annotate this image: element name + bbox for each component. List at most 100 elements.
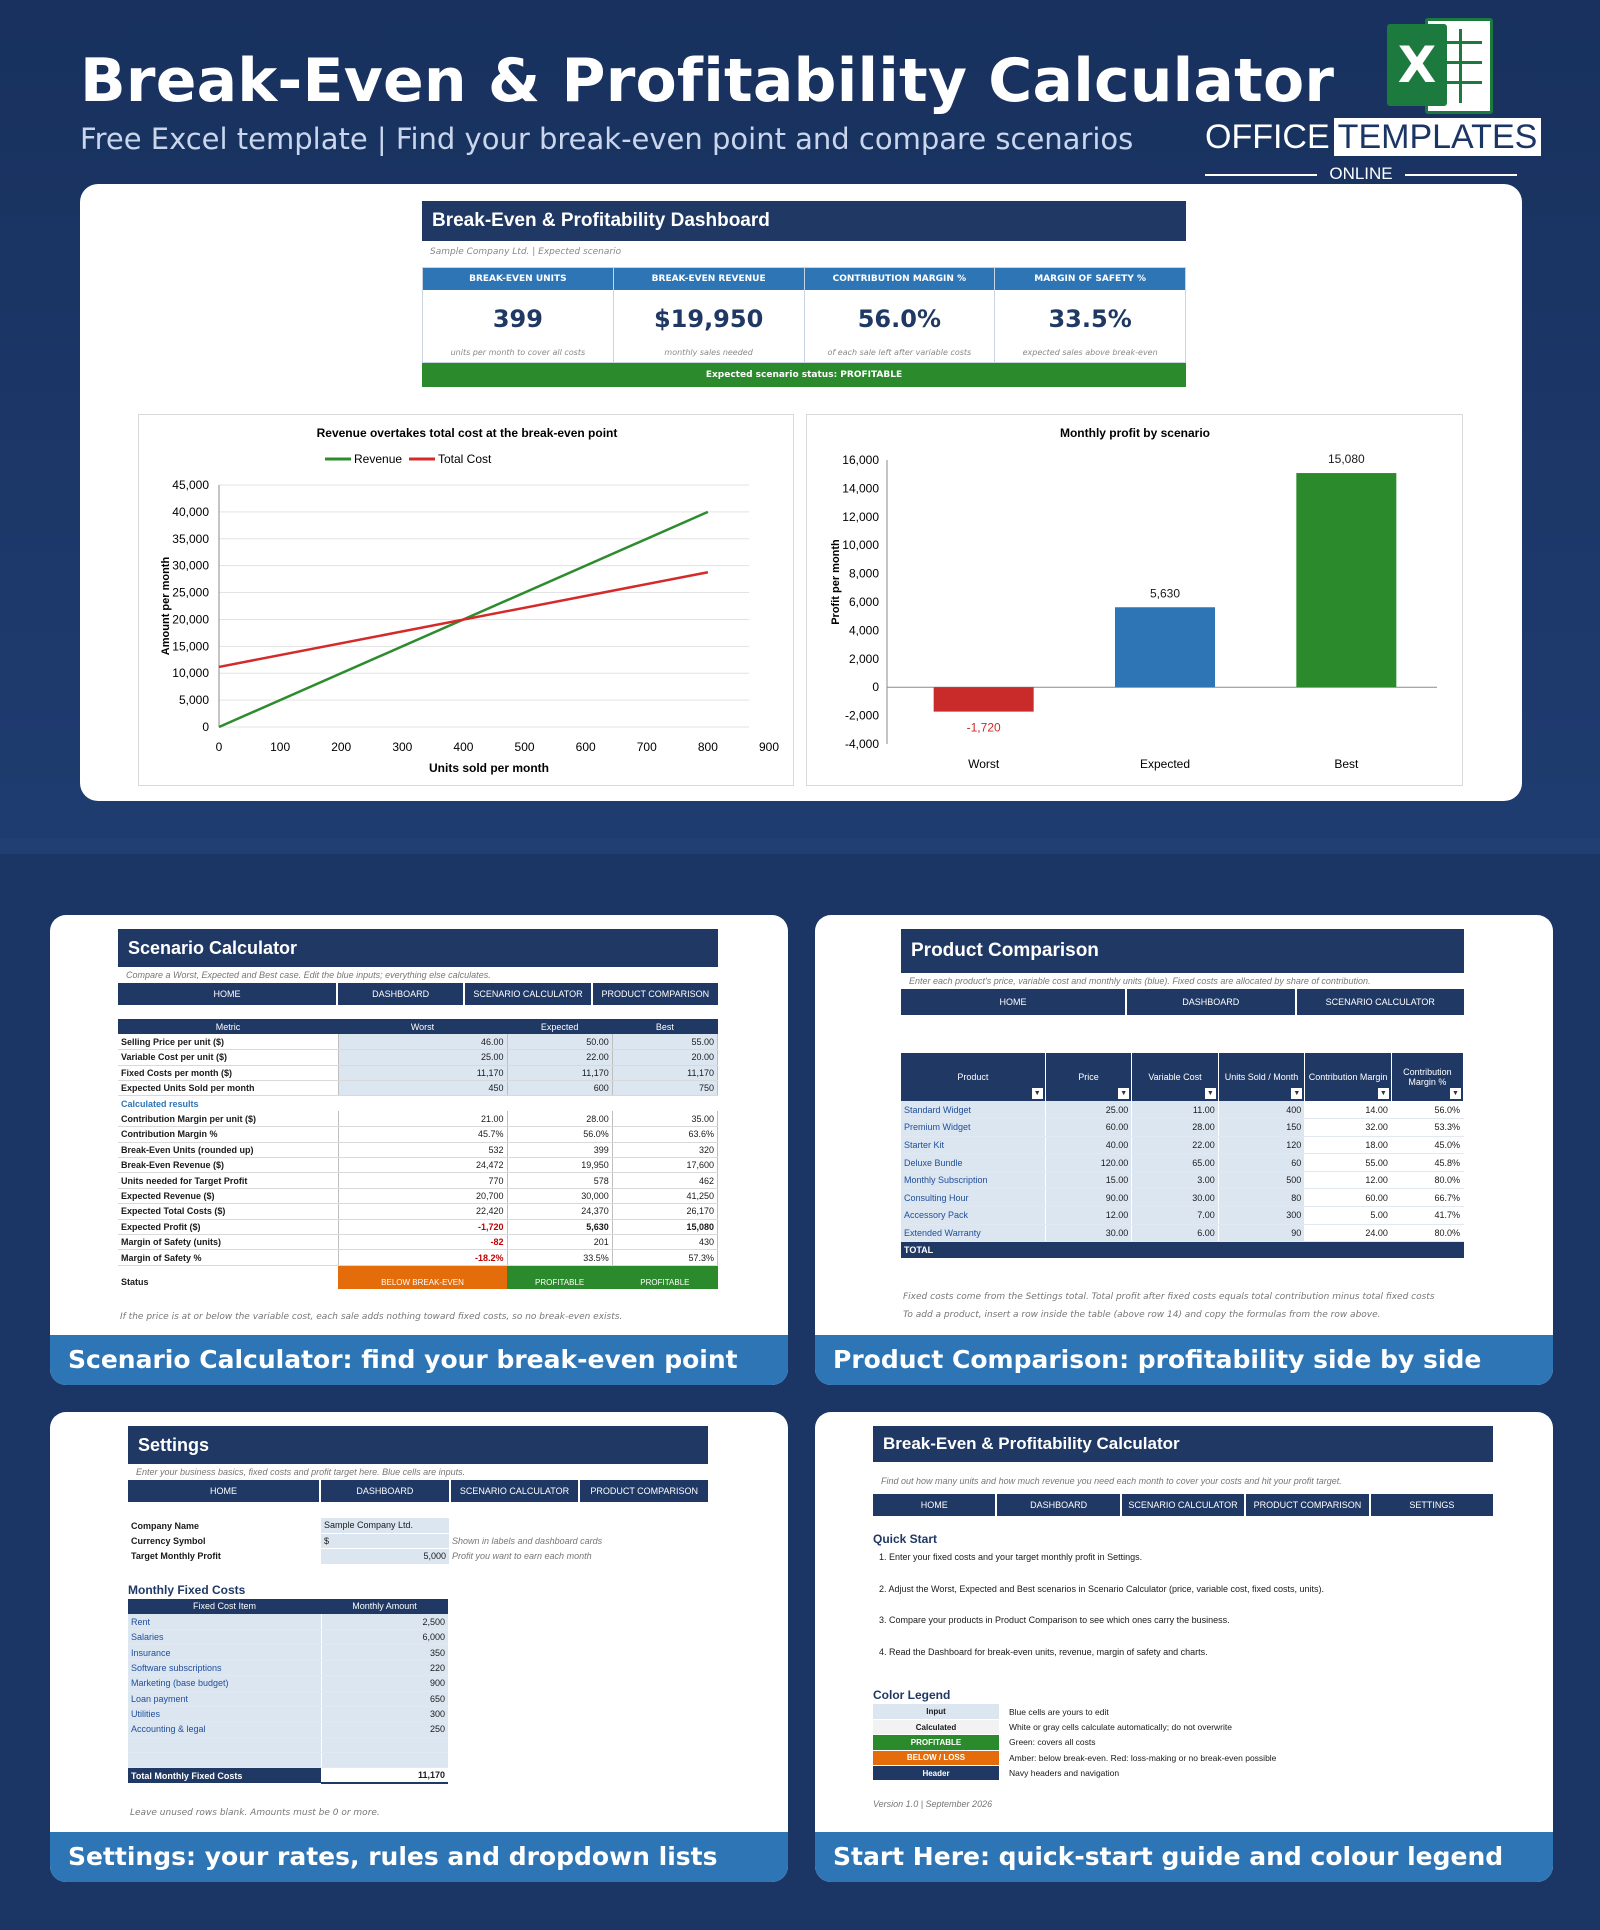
nav-home[interactable]: HOME: [128, 1480, 321, 1502]
table-row: Insurance 350: [128, 1644, 448, 1661]
table-row: Software subscriptions 220: [128, 1660, 448, 1677]
input-cell[interactable]: 60: [1218, 1153, 1306, 1172]
input-cell[interactable]: 22.00: [507, 1049, 613, 1066]
input-cell[interactable]: 20.00: [612, 1049, 719, 1066]
table-row[interactable]: [128, 1737, 448, 1754]
input-cell[interactable]: 11,170: [507, 1065, 613, 1082]
nav-scenario-calculator[interactable]: SCENARIO CALCULATOR: [1121, 1494, 1247, 1516]
nav-dashboard[interactable]: DASHBOARD: [338, 983, 466, 1005]
input-cell[interactable]: $: [321, 1533, 449, 1550]
filter-dropdown-icon[interactable]: ▼: [1204, 1088, 1216, 1099]
input-cell[interactable]: Marketing (base budget): [128, 1675, 322, 1692]
input-cell[interactable]: Salaries: [128, 1629, 322, 1646]
table-row: Monthly Subscription 15.00 3.00 500 12.00 80.…: [901, 1171, 1465, 1190]
input-cell[interactable]: Software subscriptions: [128, 1660, 322, 1677]
input-cell[interactable]: 400: [1218, 1101, 1306, 1120]
input-cell[interactable]: 300: [321, 1706, 448, 1723]
input-cell[interactable]: 22.00: [1131, 1136, 1219, 1155]
x-tick-label: 300: [392, 740, 412, 754]
x-category-label: Expected: [1140, 757, 1190, 771]
sheet-nav: HOME DASHBOARD SCENARIO CALCULATOR PRODU…: [118, 983, 718, 1005]
input-cell[interactable]: 80: [1218, 1188, 1306, 1208]
input-cell[interactable]: 65.00: [1131, 1153, 1219, 1172]
nav-scenario-calculator[interactable]: SCENARIO CALCULATOR: [465, 983, 593, 1005]
table-row: Contribution Margin % 45.7% 56.0% 63.6%: [118, 1126, 719, 1143]
input-cell[interactable]: 120.00: [1045, 1153, 1133, 1172]
input-cell[interactable]: 350: [321, 1644, 448, 1661]
input-cell[interactable]: 500: [1218, 1171, 1306, 1190]
nav-home[interactable]: HOME: [873, 1494, 998, 1516]
input-cell[interactable]: 50.00: [507, 1034, 613, 1051]
nav-dashboard[interactable]: DASHBOARD: [997, 1494, 1122, 1516]
input-cell[interactable]: 25.00: [338, 1049, 508, 1066]
input-cell[interactable]: 30.00: [1045, 1224, 1133, 1243]
input-cell[interactable]: 11,170: [338, 1065, 508, 1082]
input-cell[interactable]: 30.00: [1131, 1188, 1219, 1208]
kpi-card: BREAK-EVEN REVENUE $19,950 monthly sales n…: [613, 268, 805, 362]
nav-product-comparison[interactable]: PRODUCT COMPARISON: [1246, 1494, 1371, 1516]
nav-scenario-calculator[interactable]: SCENARIO CALCULATOR: [450, 1480, 581, 1502]
filter-dropdown-icon[interactable]: ▼: [1118, 1088, 1130, 1099]
y-tick-label: 40,000: [172, 505, 209, 519]
input-cell[interactable]: 90.00: [1045, 1188, 1133, 1208]
input-cell[interactable]: Accounting & legal: [128, 1721, 322, 1738]
input-cell[interactable]: 5,000: [321, 1548, 449, 1565]
nav-dashboard[interactable]: DASHBOARD: [321, 1480, 451, 1502]
input-cell[interactable]: 25.00: [1045, 1101, 1133, 1120]
input-cell[interactable]: 6,000: [321, 1629, 448, 1646]
input-cell[interactable]: 11,170: [612, 1065, 719, 1082]
input-cell[interactable]: 250: [321, 1721, 448, 1738]
y-tick-label: 20,000: [172, 612, 209, 626]
input-cell[interactable]: 450: [338, 1080, 508, 1097]
product-sheet: Product Comparison Enter each product's …: [901, 929, 1465, 1258]
input-cell[interactable]: 220: [321, 1660, 448, 1677]
input-cell[interactable]: 6.00: [1131, 1224, 1219, 1243]
input-cell[interactable]: 11.00: [1131, 1101, 1219, 1120]
filter-dropdown-icon[interactable]: ▼: [1031, 1088, 1043, 1099]
filter-dropdown-icon[interactable]: ▼: [1291, 1088, 1303, 1099]
input-cell[interactable]: 750: [612, 1080, 719, 1097]
input-cell[interactable]: Rent: [128, 1614, 322, 1630]
input-cell[interactable]: 28.00: [1131, 1118, 1219, 1137]
status-badge: PROFITABLE: [507, 1265, 613, 1290]
nav-scenario-calculator[interactable]: SCENARIO CALCULATOR: [1296, 989, 1464, 1015]
nav-dashboard[interactable]: DASHBOARD: [1127, 989, 1297, 1015]
input-cell[interactable]: 40.00: [1045, 1136, 1133, 1155]
input-cell[interactable]: 900: [321, 1675, 448, 1692]
nav-product-comparison[interactable]: PRODUCT COMPARISON: [580, 1480, 709, 1502]
start-here-card: Break-Even & Profitability Calculator Fi…: [815, 1412, 1553, 1882]
input-cell[interactable]: 90: [1218, 1224, 1306, 1243]
nav-settings[interactable]: SETTINGS: [1370, 1494, 1494, 1516]
input-cell[interactable]: 15.00: [1045, 1171, 1133, 1190]
table-header: Product ▼ Price ▼ Variable Cost ▼ Units Sold /…: [901, 1053, 1465, 1101]
sheet-nav: HOME DASHBOARD SCENARIO CALCULATOR PRODU…: [873, 1494, 1494, 1516]
nav-product-comparison[interactable]: PRODUCT COMPARISON: [592, 983, 718, 1005]
nav-home[interactable]: HOME: [901, 989, 1127, 1015]
input-cell[interactable]: 600: [507, 1080, 613, 1097]
input-cell[interactable]: 150: [1218, 1118, 1306, 1137]
table-row: Target Monthly Profit 5,000 Profit you wan…: [128, 1548, 605, 1565]
nav-home[interactable]: HOME: [118, 983, 338, 1005]
filter-dropdown-icon[interactable]: ▼: [1450, 1088, 1461, 1099]
input-cell[interactable]: 12.00: [1045, 1206, 1133, 1225]
input-cell[interactable]: Sample Company Ltd.: [321, 1518, 449, 1534]
input-cell[interactable]: 55.00: [612, 1034, 719, 1051]
input-cell[interactable]: 2,500: [321, 1614, 448, 1630]
x-tick-label: 800: [698, 740, 718, 754]
filter-dropdown-icon[interactable]: ▼: [1377, 1088, 1389, 1099]
input-cell[interactable]: 46.00: [338, 1034, 508, 1051]
y-tick-label: -4,000: [845, 737, 879, 751]
input-cell[interactable]: 300: [1218, 1206, 1306, 1225]
input-cell[interactable]: 120: [1218, 1136, 1306, 1155]
input-cell[interactable]: 60.00: [1045, 1118, 1133, 1137]
input-cell[interactable]: Loan payment: [128, 1691, 322, 1707]
input-cell[interactable]: 3.00: [1131, 1171, 1219, 1190]
x-axis-label: Units sold per month: [429, 761, 549, 775]
input-cell[interactable]: 7.00: [1131, 1206, 1219, 1225]
input-cell[interactable]: Insurance: [128, 1644, 322, 1661]
legend-row: Input Blue cells are yours to edit: [873, 1704, 1279, 1720]
input-cell[interactable]: 650: [321, 1691, 448, 1707]
input-cell[interactable]: Utilities: [128, 1706, 322, 1723]
table-row[interactable]: [128, 1752, 448, 1769]
kpi-card: BREAK-EVEN UNITS 399 units per month to co…: [423, 268, 614, 362]
